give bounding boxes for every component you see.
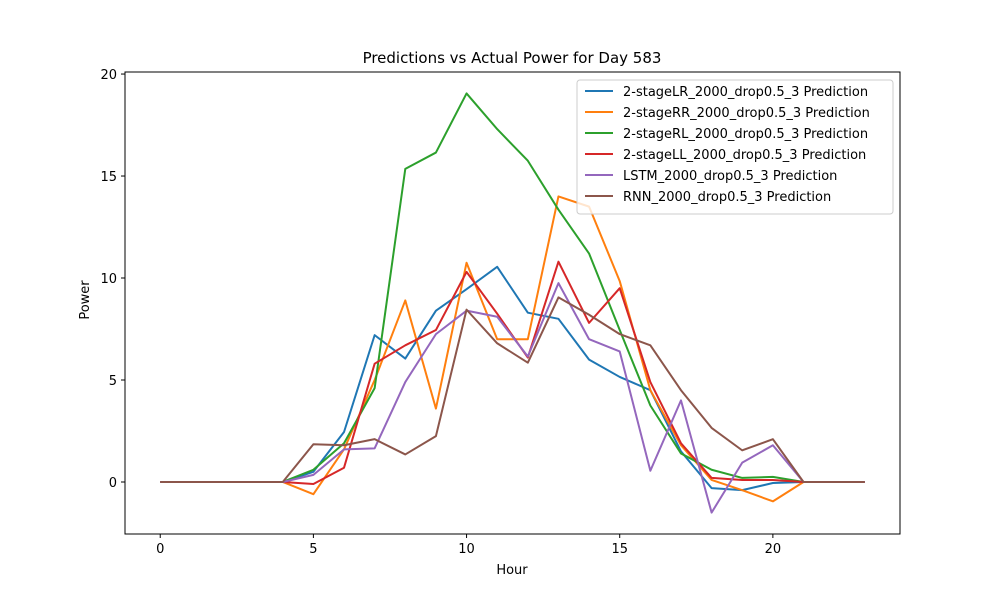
series-lines — [160, 92, 865, 514]
x-tick-label: 15 — [611, 542, 628, 557]
legend: 2-stageLR_2000_drop0.5_3 Prediction 2-sta… — [576, 79, 894, 215]
legend-label: 2-stageLL_2000_drop0.5_3 Prediction — [623, 148, 866, 163]
y-tick-label: 15 — [100, 170, 117, 185]
x-axis-label: Hour — [496, 563, 528, 578]
y-tick-label: 10 — [100, 272, 117, 287]
chart-title: Predictions vs Actual Power for Day 583 — [363, 49, 662, 67]
x-tick-label: 10 — [458, 542, 475, 557]
x-tick-label: 5 — [309, 542, 317, 557]
legend-label: 2-stageRL_2000_drop0.5_3 Prediction — [623, 127, 868, 142]
y-tick-label: 0 — [109, 476, 117, 491]
legend-label: 2-stageRR_2000_drop0.5_3 Prediction — [623, 106, 870, 121]
x-tick-label: 20 — [765, 542, 782, 557]
y-axis-label: Power — [78, 280, 93, 320]
legend-label: 2-stageLR_2000_drop0.5_3 Prediction — [623, 85, 868, 100]
legend-box — [576, 79, 894, 215]
series-line-6 — [160, 296, 865, 483]
legend-label: RNN_2000_drop0.5_3 Prediction — [623, 190, 831, 205]
legend-label: LSTM_2000_drop0.5_3 Prediction — [623, 169, 837, 184]
plot-frame — [124, 71, 901, 535]
x-axis: 0 5 10 15 20 — [156, 534, 781, 557]
y-tick-label: 20 — [100, 68, 117, 83]
y-axis: 0 5 10 15 20 — [100, 68, 125, 491]
y-tick-label: 5 — [109, 374, 117, 389]
x-tick-label: 0 — [156, 542, 164, 557]
